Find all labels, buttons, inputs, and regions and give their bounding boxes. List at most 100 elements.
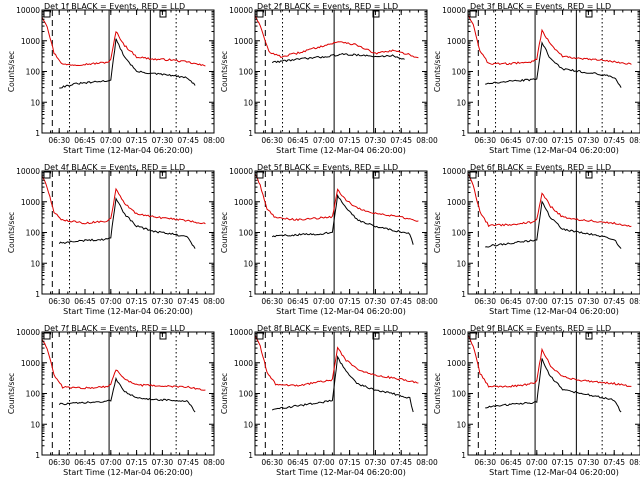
- corner-marker-left: [469, 10, 477, 18]
- series-events: [271, 53, 405, 64]
- series-lld: [467, 14, 632, 66]
- x-tick-label: 06:45: [287, 297, 309, 306]
- plot-frame: [41, 9, 215, 134]
- y-tick-label: 100: [239, 390, 254, 399]
- x-axis-label: Start Time (12-Mar-04 06:20:00): [489, 307, 619, 316]
- series-events: [59, 38, 196, 89]
- y-tick-label: 10000: [442, 328, 466, 337]
- panel-det-3f: Det 3f BLACK = Events, RED = LLD 1 10 100 10…: [433, 2, 640, 155]
- series-events: [485, 40, 622, 88]
- y-tick-label: 1000: [234, 37, 253, 46]
- y-tick-label: 100: [452, 229, 467, 238]
- panel-det-2f: Det 2f BLACK = Events, RED = LLD 1 10 100 10…: [220, 2, 438, 155]
- x-tick-label: 07:45: [177, 458, 199, 467]
- y-tick-label: 10000: [16, 167, 40, 176]
- y-tick-label: 10000: [442, 6, 466, 15]
- plot-frame: [254, 9, 428, 134]
- corner-marker-right: [585, 10, 593, 18]
- x-tick-label: 07:30: [365, 458, 387, 467]
- series-events: [485, 200, 622, 249]
- y-tick-label: 1000: [21, 37, 40, 46]
- x-tick-label: 07:30: [578, 136, 600, 145]
- plot-frame: [467, 331, 640, 456]
- x-tick-label: 07:00: [100, 458, 122, 467]
- y-tick-label: 10: [30, 420, 40, 429]
- corner-marker-right: [372, 171, 380, 179]
- x-tick-label: 07:00: [100, 297, 122, 306]
- x-tick-label: 06:30: [48, 458, 70, 467]
- corner-marker-left: [256, 10, 264, 18]
- corner-marker-left: [256, 332, 264, 340]
- y-tick-label: 100: [239, 68, 254, 77]
- x-tick-label: 06:45: [287, 458, 309, 467]
- y-axis-label: Counts/sec: [433, 51, 442, 92]
- corner-marker-left: [469, 171, 477, 179]
- corner-marker-right: [585, 171, 593, 179]
- y-tick-label: 10: [456, 259, 466, 268]
- x-tick-label: 06:45: [500, 297, 522, 306]
- y-axis-label: Counts/sec: [7, 373, 16, 414]
- y-axis-label: Counts/sec: [220, 212, 229, 253]
- y-tick-label: 10000: [442, 167, 466, 176]
- y-tick-label: 10: [243, 98, 253, 107]
- series-lld: [41, 175, 206, 225]
- x-tick-label: 08:00: [416, 297, 438, 306]
- y-tick-label: 10000: [16, 6, 40, 15]
- y-tick-label: 10000: [229, 6, 253, 15]
- y-tick-label: 1: [461, 451, 466, 460]
- corner-marker-left: [469, 332, 477, 340]
- y-tick-label: 1: [461, 290, 466, 299]
- y-tick-label: 10: [456, 420, 466, 429]
- plot-frame: [254, 331, 428, 456]
- panel-det-4f: Det 4f BLACK = Events, RED = LLD 1 10 100 10…: [7, 163, 225, 316]
- y-tick-label: 10000: [229, 167, 253, 176]
- series-events: [485, 358, 622, 413]
- x-axis-label: Start Time (12-Mar-04 06:20:00): [489, 146, 619, 155]
- plot-frame: [467, 170, 640, 295]
- x-axis-label: Start Time (12-Mar-04 06:20:00): [489, 468, 619, 477]
- x-tick-label: 08:00: [203, 458, 225, 467]
- series-events: [271, 193, 414, 245]
- x-tick-label: 07:00: [313, 136, 335, 145]
- x-tick-label: 08:00: [416, 458, 438, 467]
- x-tick-label: 07:30: [152, 136, 174, 145]
- y-axis-label: Counts/sec: [7, 212, 16, 253]
- series-events: [271, 355, 414, 413]
- x-tick-label: 07:30: [365, 136, 387, 145]
- y-tick-label: 100: [26, 229, 41, 238]
- series-lld: [467, 335, 632, 388]
- y-axis-label: Counts/sec: [220, 51, 229, 92]
- panel-title: Det 1f BLACK = Events, RED = LLD: [44, 2, 185, 11]
- panel-title: Det 6f BLACK = Events, RED = LLD: [470, 163, 611, 172]
- x-tick-label: 07:15: [126, 136, 148, 145]
- x-tick-label: 07:45: [177, 297, 199, 306]
- x-tick-label: 08:00: [629, 297, 640, 306]
- x-axis-label: Start Time (12-Mar-04 06:20:00): [63, 307, 193, 316]
- y-tick-label: 10: [243, 259, 253, 268]
- x-tick-label: 06:30: [474, 458, 496, 467]
- panel-title: Det 7f BLACK = Events, RED = LLD: [44, 324, 185, 333]
- y-tick-label: 1000: [447, 359, 466, 368]
- x-axis-label: Start Time (12-Mar-04 06:20:00): [63, 146, 193, 155]
- panel-title: Det 4f BLACK = Events, RED = LLD: [44, 163, 185, 172]
- x-tick-label: 08:00: [629, 458, 640, 467]
- y-tick-label: 1: [35, 290, 40, 299]
- y-tick-label: 10: [30, 98, 40, 107]
- x-tick-label: 07:15: [126, 297, 148, 306]
- x-axis-label: Start Time (12-Mar-04 06:20:00): [63, 468, 193, 477]
- y-tick-label: 10: [456, 98, 466, 107]
- y-tick-label: 1: [35, 451, 40, 460]
- x-tick-label: 06:45: [74, 297, 96, 306]
- x-tick-label: 07:30: [578, 297, 600, 306]
- corner-marker-right: [585, 332, 593, 340]
- y-tick-label: 1000: [21, 359, 40, 368]
- corner-marker-left: [256, 171, 264, 179]
- x-tick-label: 07:15: [552, 458, 574, 467]
- y-tick-label: 1: [461, 129, 466, 138]
- x-tick-label: 06:30: [48, 297, 70, 306]
- series-lld: [41, 16, 206, 67]
- x-tick-label: 07:00: [526, 458, 548, 467]
- x-tick-label: 06:30: [261, 458, 283, 467]
- x-tick-label: 07:15: [552, 297, 574, 306]
- y-tick-label: 1000: [21, 198, 40, 207]
